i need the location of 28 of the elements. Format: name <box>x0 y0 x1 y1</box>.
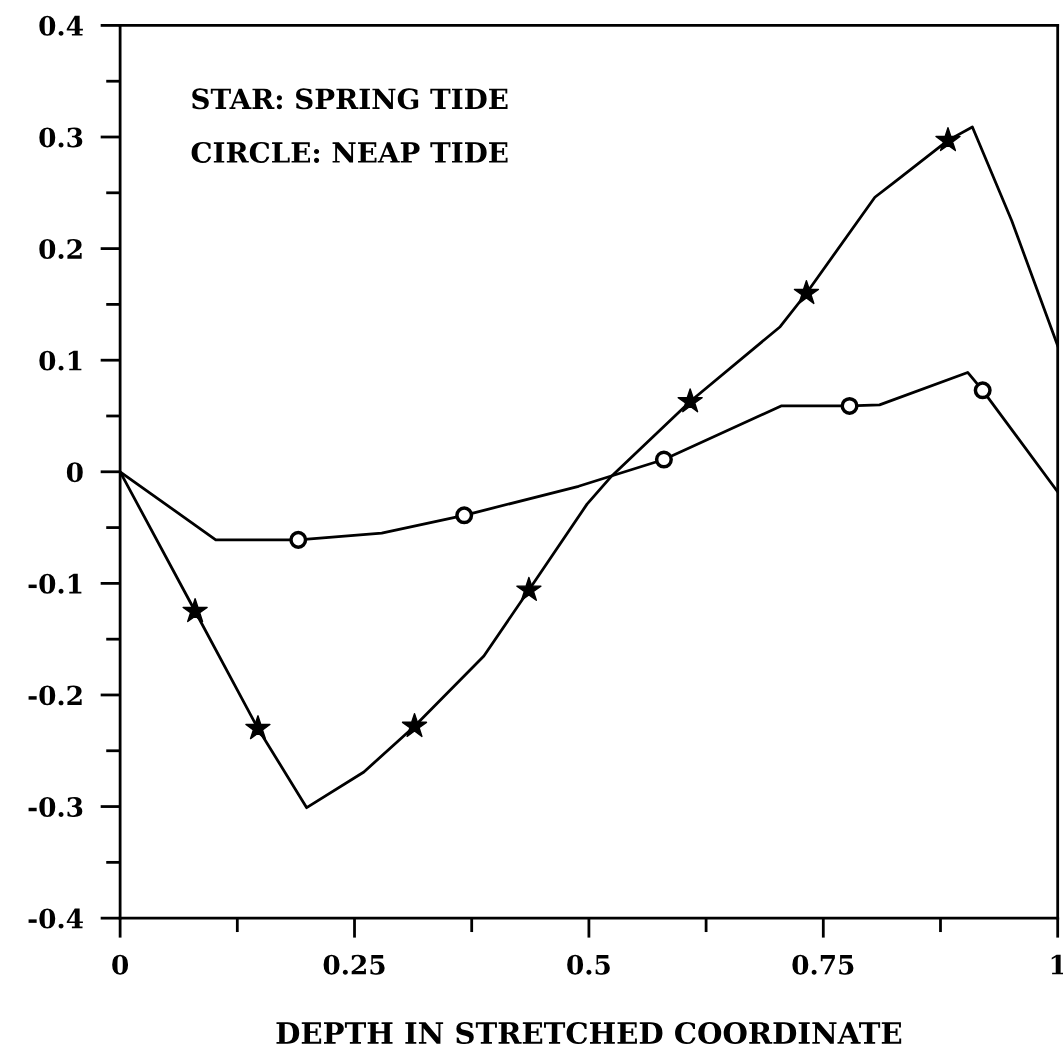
point <box>973 381 992 400</box>
x-tick-label: 0 <box>112 954 129 975</box>
y-tick-label: -0.2 <box>28 685 82 706</box>
point <box>516 576 542 601</box>
point <box>182 597 208 623</box>
y-tick-label: 0 <box>66 462 83 483</box>
point <box>793 279 820 305</box>
y-tick-label: -0.3 <box>28 797 83 817</box>
y-tick-label: -0.1 <box>28 573 82 594</box>
y-tick-label: 0.4 <box>39 15 83 36</box>
point <box>401 712 428 738</box>
point <box>654 450 673 469</box>
annotation: STAR: SPRING TIDE <box>192 88 508 110</box>
point <box>245 715 271 740</box>
x-axis-title: DEPTH IN STRETCHED COORDINATE <box>276 1021 902 1045</box>
point <box>677 388 703 413</box>
y-tick-label: 0.2 <box>39 239 82 259</box>
x-tick-label: 0.25 <box>323 954 385 975</box>
point <box>455 506 474 525</box>
point <box>289 530 308 549</box>
point <box>935 127 961 152</box>
y-tick-label: -0.4 <box>28 908 83 929</box>
x-tick-label: 0.5 <box>567 954 610 975</box>
y-tick-label: 0.1 <box>39 350 82 371</box>
y-tick-label: 0.3 <box>39 127 83 148</box>
point <box>840 396 859 415</box>
annotation: CIRCLE: NEAP TIDE <box>191 141 508 163</box>
x-tick-label: 0.75 <box>792 954 854 975</box>
